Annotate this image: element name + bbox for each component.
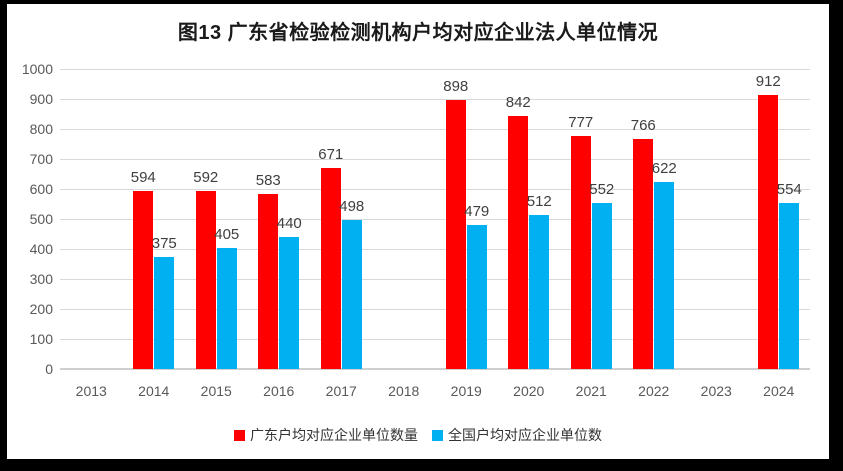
bar-national-2017 (341, 219, 362, 369)
legend-label-guangdong: 广东户均对应企业单位数量 (250, 427, 418, 443)
value-label-national-2016: 440 (276, 215, 302, 232)
y-tick-900: 900 (29, 91, 53, 107)
value-label-guangdong-2019: 898 (443, 77, 469, 95)
value-label-guangdong-2016: 583 (255, 172, 281, 190)
value-label-guangdong-2024: 912 (755, 73, 781, 91)
value-label-guangdong-2014: 594 (130, 168, 156, 186)
value-label-guangdong-2021: 777 (568, 113, 594, 131)
value-label-guangdong-2020: 842 (505, 94, 531, 112)
bar-national-2015 (216, 247, 237, 369)
gridline-600 (60, 189, 810, 190)
legend-swatch-guangdong (234, 429, 245, 441)
legend-item-guangdong: 广东户均对应企业单位数量 (234, 425, 418, 445)
y-tick-300: 300 (29, 271, 53, 287)
gridline-1000 (60, 69, 810, 70)
gridline-300 (60, 279, 810, 280)
value-label-guangdong-2015: 592 (193, 169, 219, 187)
value-label-guangdong-2022: 766 (630, 117, 656, 135)
plot-area: 0 100 200 300 400 500 600 700 800 900 1000 2013 2014… (7, 4, 829, 459)
gridline-100 (60, 339, 810, 340)
value-label-national-2022: 622 (651, 160, 677, 178)
chart-canvas: 图13 广东省检验检测机构户均对应企业法人单位情况 0 100 200 300 400 5… (7, 4, 829, 459)
x-tick-2024: 2024 (763, 383, 795, 399)
y-tick-800: 800 (29, 121, 53, 137)
bar-national-2016 (279, 237, 300, 369)
gridline-900 (60, 99, 810, 100)
bar-national-2014 (154, 256, 175, 369)
x-tick-2015: 2015 (200, 383, 232, 399)
x-tick-2014: 2014 (138, 383, 170, 399)
chart-title: 图13 广东省检验检测机构户均对应企业法人单位情况 (177, 22, 659, 44)
legend-label-national: 全国户均对应企业单位数 (448, 427, 602, 443)
x-tick-2022: 2022 (638, 383, 670, 399)
value-label-national-2015: 405 (214, 225, 240, 243)
x-tick-2018: 2018 (388, 383, 420, 399)
value-label-national-2021: 552 (589, 181, 615, 199)
y-tick-600: 600 (29, 181, 53, 197)
bar-guangdong-2014 (133, 190, 154, 369)
legend-swatch-national (432, 429, 443, 441)
bar-national-2021 (591, 203, 612, 369)
y-tick-700: 700 (29, 151, 53, 167)
bar-guangdong-2016 (258, 194, 279, 369)
x-tick-2021: 2021 (575, 383, 607, 399)
y-tick-1000: 1000 (21, 61, 53, 77)
y-tick-500: 500 (29, 211, 53, 227)
x-tick-2017: 2017 (325, 383, 357, 399)
bar-national-2020 (529, 215, 550, 369)
bar-guangdong-2015 (195, 191, 216, 369)
x-tick-2020: 2020 (513, 383, 545, 399)
x-tick-2016: 2016 (263, 383, 295, 399)
chart-legend: 广东户均对应企业单位数量 全国户均对应企业单位数 (7, 425, 829, 445)
x-tick-2013: 2013 (75, 383, 107, 399)
bar-national-2019 (466, 225, 487, 369)
value-label-guangdong-2017: 671 (318, 145, 344, 163)
gridline-200 (60, 309, 810, 310)
gridline-400 (60, 249, 810, 250)
legend-item-national: 全国户均对应企业单位数 (432, 425, 602, 445)
gridline-500 (60, 219, 810, 220)
value-label-national-2014: 375 (151, 234, 177, 252)
y-tick-400: 400 (29, 241, 53, 257)
bar-guangdong-2021 (570, 135, 591, 369)
y-tick-100: 100 (29, 331, 53, 347)
bar-national-2022 (654, 182, 675, 369)
y-tick-200: 200 (29, 301, 53, 317)
bar-national-2024 (779, 202, 800, 369)
value-label-national-2024: 554 (776, 180, 802, 198)
x-tick-2023: 2023 (700, 383, 732, 399)
value-label-national-2019: 479 (464, 203, 490, 221)
y-tick-0: 0 (45, 361, 53, 377)
bar-guangdong-2017 (320, 167, 341, 369)
x-tick-2019: 2019 (450, 383, 482, 399)
gridline-0 (60, 368, 810, 370)
value-label-national-2020: 512 (526, 193, 552, 211)
bar-guangdong-2019 (445, 99, 466, 369)
gridline-700 (60, 159, 810, 160)
value-label-national-2017: 498 (339, 197, 365, 215)
bar-guangdong-2022 (633, 139, 654, 369)
bar-guangdong-2024 (758, 95, 779, 369)
bar-guangdong-2020 (508, 116, 529, 369)
gridline-800 (60, 129, 810, 130)
